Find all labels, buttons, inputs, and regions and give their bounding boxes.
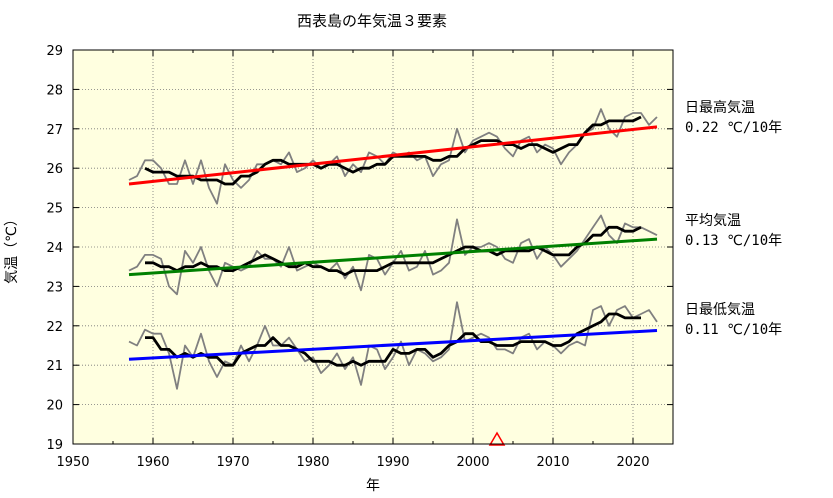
y-tick-label: 25: [46, 202, 63, 217]
trend-rate-max: 0.22 ℃/10年: [685, 120, 782, 136]
trend-rate-mean: 0.13 ℃/10年: [685, 233, 782, 249]
series-name-max: 日最高気温: [685, 99, 755, 116]
series-lines: [128, 108, 658, 446]
trend-rate-min: 0.11 ℃/10年: [685, 322, 782, 338]
series-label-max: 日最高気温 0.22 ℃/10年: [685, 99, 782, 136]
x-axis-label: 年: [366, 478, 380, 494]
y-tick-label: 19: [46, 438, 63, 453]
moving-average-line-mean: [145, 225, 642, 276]
x-tick-label: 2010: [536, 455, 569, 470]
plot-frame: [72, 49, 674, 445]
chart-title: 西表島の年気温３要素: [297, 12, 447, 30]
y-tick-label: 20: [46, 399, 63, 414]
series-label-min: 日最低気温 0.11 ℃/10年: [685, 302, 782, 338]
x-axis: 1950 1960 1970 1980 1990 2000 2010 2020: [56, 50, 650, 470]
y-tick-label: 28: [46, 83, 63, 98]
x-tick-label: 1980: [296, 455, 329, 470]
y-tick-label: 26: [46, 162, 63, 177]
annual-line-min: [128, 301, 658, 390]
series-name-min: 日最低気温: [685, 302, 755, 318]
x-tick-label: 1960: [136, 455, 169, 470]
x-tick-label: 1950: [56, 455, 89, 470]
y-tick-label: 23: [46, 280, 63, 295]
series-name-mean: 平均気温: [685, 213, 741, 229]
triangle-marker: [488, 431, 506, 446]
y-axis: 19 20 21 22 23 24 25 26 27 28 29: [46, 44, 673, 453]
y-tick-label: 22: [46, 320, 63, 335]
x-tick-label: 2000: [456, 455, 489, 470]
grid: [73, 50, 673, 444]
annual-line-max: [128, 108, 658, 205]
y-tick-label: 21: [46, 359, 63, 374]
trend-line-max: [128, 125, 658, 186]
moving-average-line-min: [145, 312, 641, 367]
x-tick-label: 1970: [216, 455, 249, 470]
series-label-mean: 平均気温 0.13 ℃/10年: [685, 213, 782, 249]
trend-line-mean: [128, 237, 658, 277]
y-tick-label: 24: [46, 241, 63, 256]
y-tick-label: 27: [46, 123, 63, 138]
y-tick-label: 29: [46, 44, 63, 59]
x-tick-label: 2020: [616, 455, 649, 470]
y-axis-label: 気温（℃）: [4, 212, 20, 284]
trend-line-min: [128, 329, 658, 361]
x-tick-label: 1990: [376, 455, 409, 470]
